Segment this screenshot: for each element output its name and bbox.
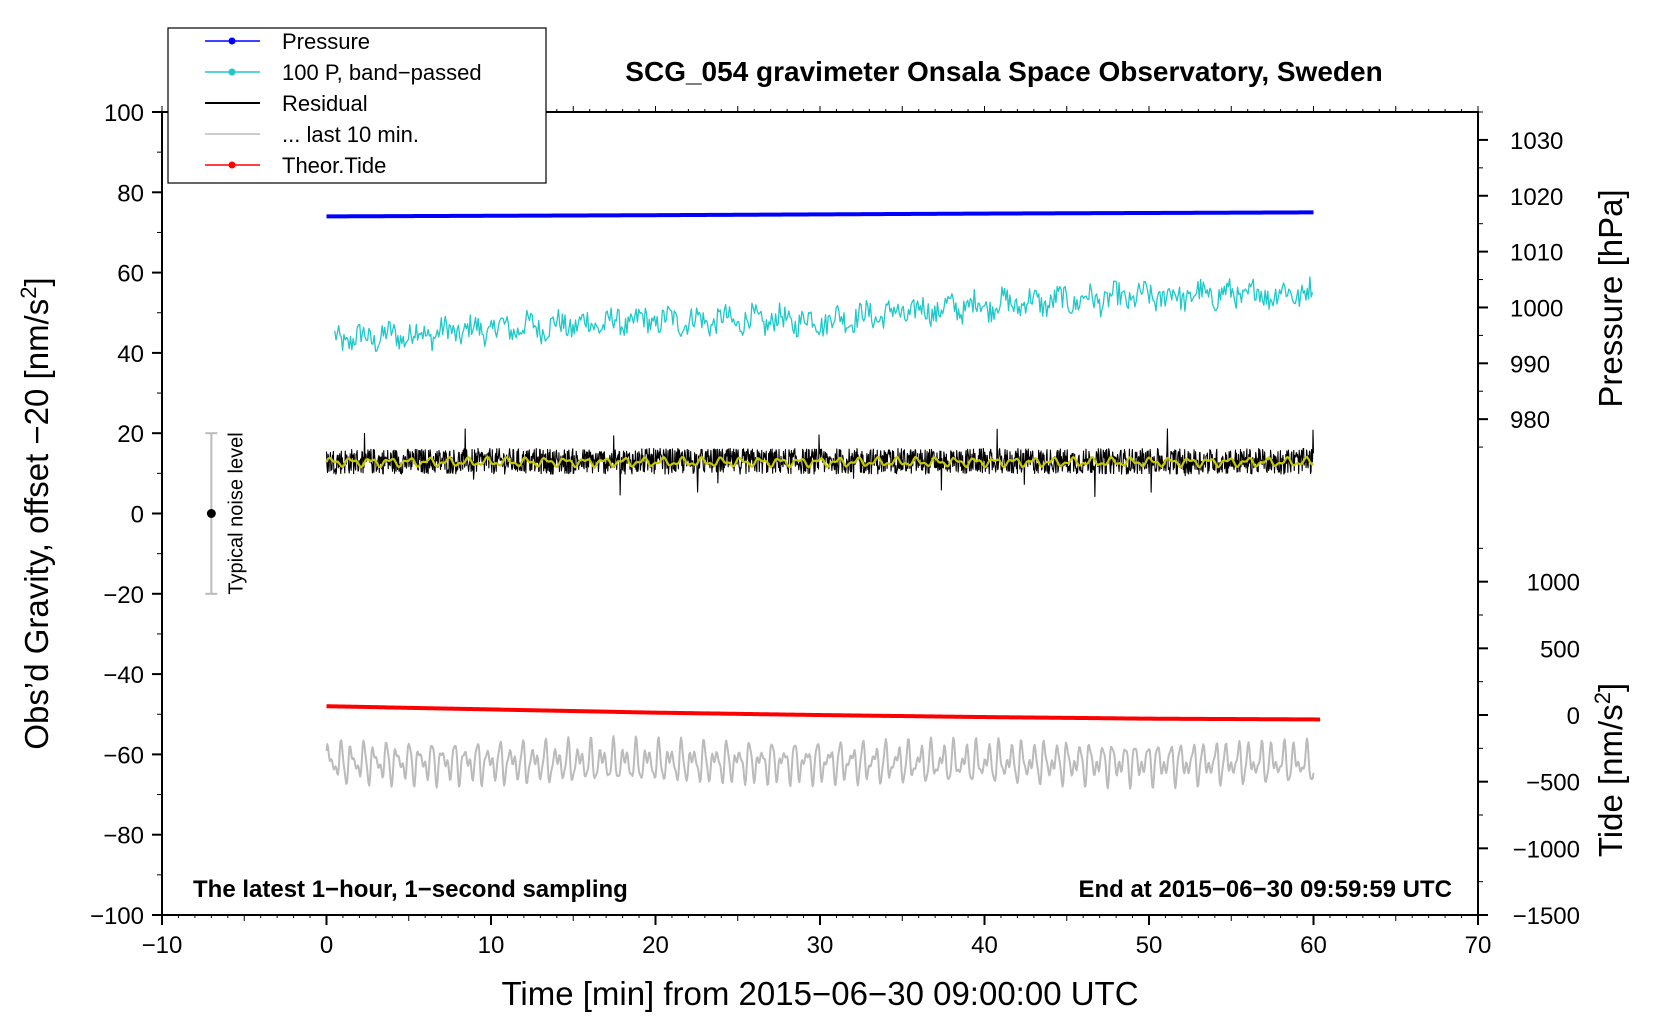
series-pressure [326,210,1314,219]
y-tick-label: 40 [117,341,144,368]
legend: Pressure 100 P, band−passed Residual ... la… [167,27,547,184]
legend-box [167,27,547,184]
y-tick-label: 60 [117,261,144,288]
x-tick-label: 40 [971,932,998,959]
tide-tick-label: −1500 [1513,903,1580,930]
x-tick-label: 10 [478,932,505,959]
x-axis-title: Time [min] from 2015−06−30 09:00:00 UTC [501,975,1138,1012]
x-tick-label: 30 [807,932,834,959]
legend-marker [228,37,236,45]
x-tick-label: 60 [1300,932,1327,959]
pressure-tick-label: 1010 [1510,240,1563,267]
tide-tick-label: −1000 [1513,836,1580,863]
y-tick-label: −80 [103,823,144,850]
legend-entry-label: ... last 10 min. [282,122,419,147]
noise-bar-center-dot [206,509,216,518]
series-theor-tide [326,704,1321,722]
tide-tick-label: −500 [1526,770,1580,797]
chart-title: SCG_054 gravimeter Onsala Space Observat… [625,56,1382,87]
y-axis-pressure-title: Pressure [hPa] [1592,189,1629,407]
pressure-tick-label: 990 [1510,351,1550,378]
series-last-10-min [325,735,1315,790]
y-tick-label: 80 [117,180,144,207]
x-tick-label: 70 [1465,932,1492,959]
legend-entry-label: Theor.Tide [282,153,386,178]
sampling-annotation: The latest 1−hour, 1−second sampling [193,876,628,903]
pressure-tick-label: 980 [1510,407,1550,434]
noise-label: Typical noise level [225,432,247,594]
series-residual-smoothed [325,455,1314,469]
plot-lines [325,210,1321,790]
tide-tick-label: 1000 [1527,570,1580,597]
y-tick-label: −60 [103,742,144,769]
legend-marker [228,161,236,169]
y-tick-label: 20 [117,421,144,448]
legend-entry-label: Residual [282,91,368,116]
pressure-tick-label: 1030 [1510,128,1563,155]
pressure-tick-label: 1020 [1510,184,1563,211]
legend-entry-label: Pressure [282,29,370,54]
series-residual [325,428,1315,498]
y-axis-left-title: Obs’d Gravity, offset −20 [nm/s2] [16,277,55,749]
y-tick-label: −20 [103,582,144,609]
plot-frame [161,111,1479,916]
y-tick-label: −100 [90,903,144,930]
y-tick-label: 0 [131,502,144,529]
x-tick-label: 50 [1136,932,1163,959]
pressure-tick-label: 1000 [1510,295,1563,322]
tide-tick-label: 500 [1540,636,1580,663]
axes: −10 0 10 20 30 40 50 60 70−100−80−60−40−20020406… [90,100,1580,959]
x-tick-label: −10 [142,932,183,959]
end-time-annotation: End at 2015−06−30 09:59:59 UTC [1078,876,1452,903]
legend-marker [228,68,236,76]
x-tick-label: 20 [642,932,669,959]
tide-tick-label: 0 [1567,703,1580,730]
noise-bar: Typical noise level [205,432,247,595]
series-band-passed [334,276,1314,352]
legend-entry-label: 100 P, band−passed [282,60,482,85]
y-axis-tide-title: Tide [nm/s2] [1590,683,1629,857]
y-tick-label: −40 [103,662,144,689]
x-tick-label: 0 [320,932,333,959]
y-tick-label: 100 [104,100,144,127]
